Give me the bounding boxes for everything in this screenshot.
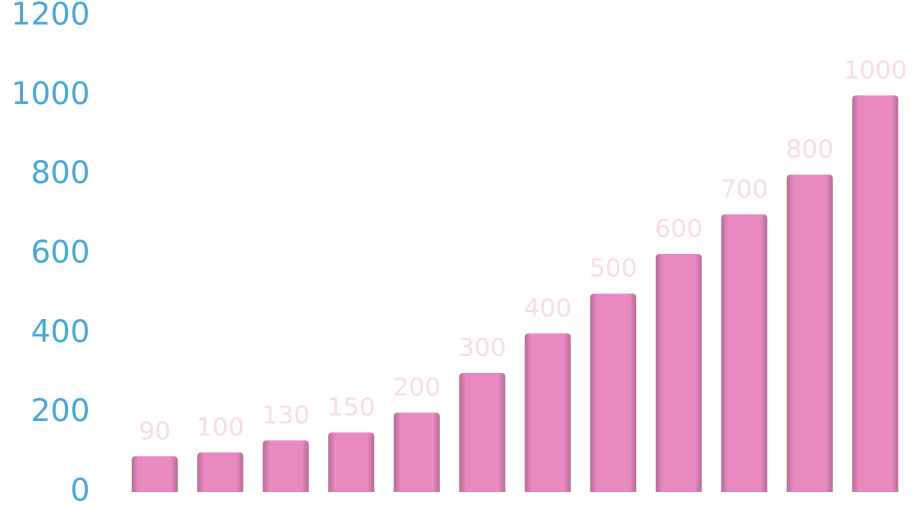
bar-shade <box>721 214 768 493</box>
bar-shade <box>393 412 440 492</box>
value-label: 1000 <box>843 55 907 84</box>
bar-shade <box>197 452 244 492</box>
bar-shade <box>262 440 309 492</box>
y-tick-label: 600 <box>31 235 90 271</box>
bar-shade <box>524 333 571 492</box>
value-label: 800 <box>786 135 834 164</box>
value-label: 300 <box>458 333 506 362</box>
y-tick-label: 400 <box>31 314 90 350</box>
value-label: 100 <box>196 412 244 441</box>
value-label: 90 <box>139 416 171 445</box>
bar-shade <box>852 95 899 492</box>
value-label: 500 <box>589 254 637 283</box>
value-label: 130 <box>262 400 310 429</box>
bar-shade <box>131 456 178 492</box>
value-label: 200 <box>393 373 441 402</box>
bar-shade <box>655 254 702 492</box>
value-label: 600 <box>655 214 703 243</box>
bar-shade <box>459 373 506 492</box>
value-label: 700 <box>720 174 768 203</box>
y-tick-label: 1000 <box>11 76 90 112</box>
y-tick-label: 0 <box>70 473 90 509</box>
bar-shade <box>328 432 375 492</box>
y-tick-label: 200 <box>31 393 90 429</box>
bar-shade <box>786 174 833 492</box>
y-tick-label: 800 <box>31 155 90 191</box>
value-label: 150 <box>327 393 375 422</box>
y-tick-label: 1200 <box>11 0 90 33</box>
bar-shade <box>590 293 637 492</box>
value-label: 400 <box>524 293 572 322</box>
